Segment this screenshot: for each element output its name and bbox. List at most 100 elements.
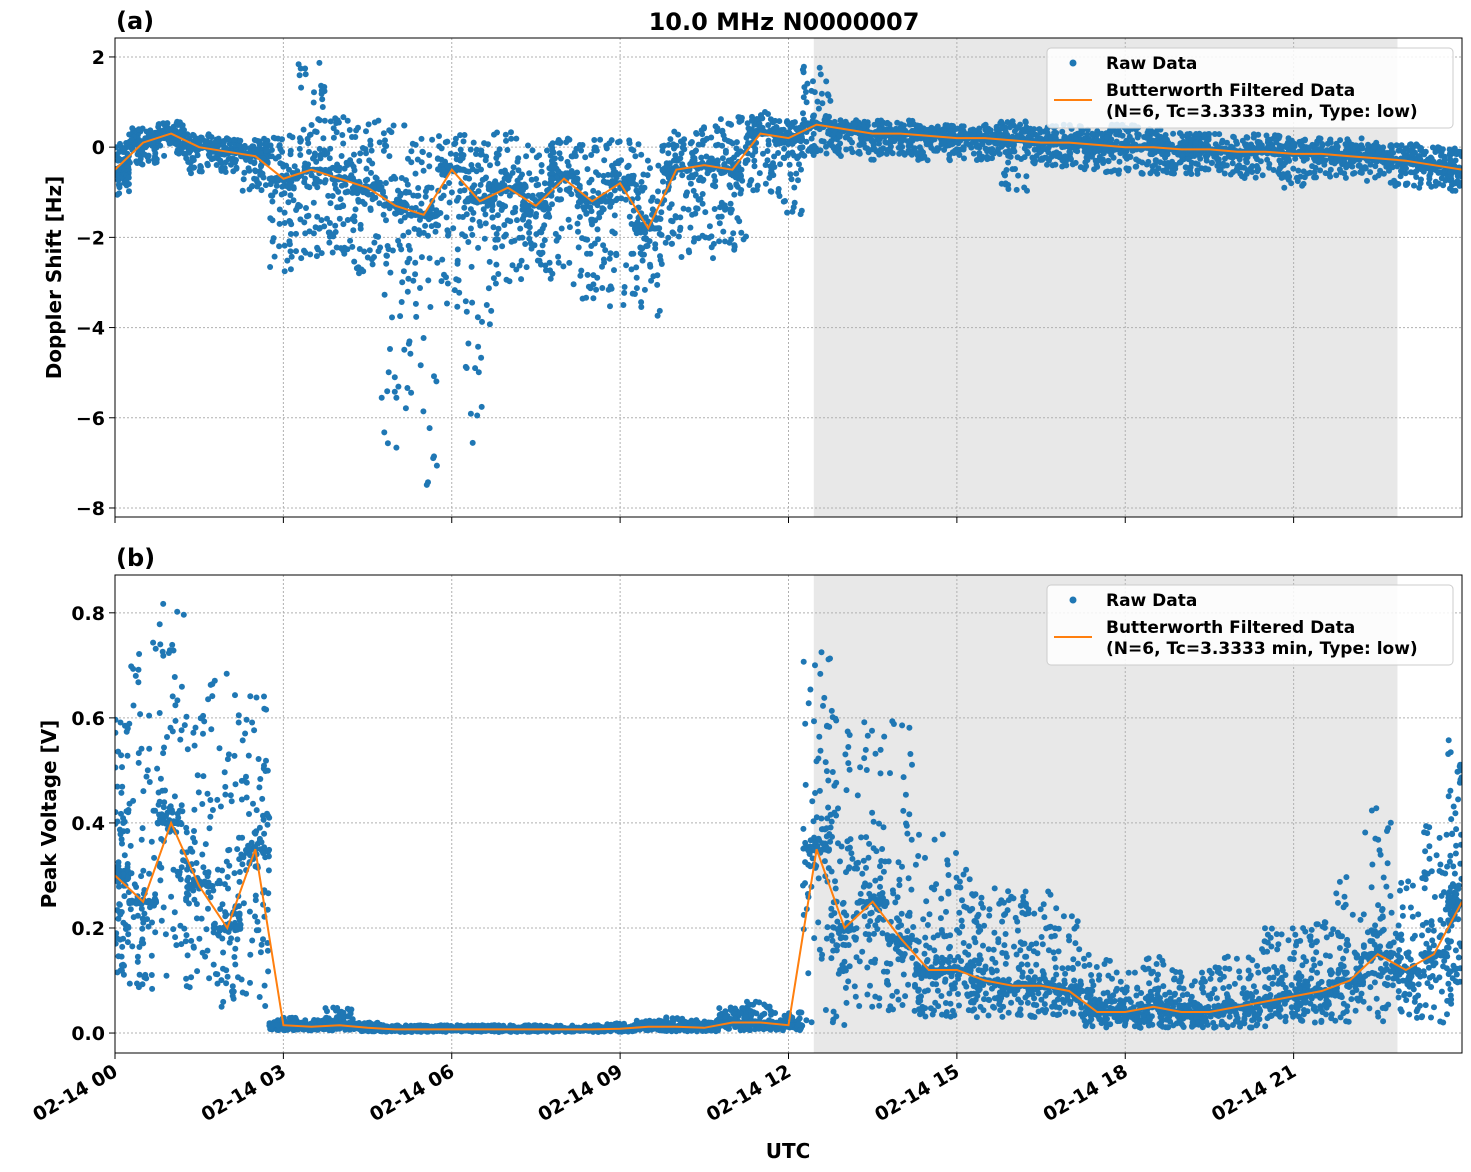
raw-data-point xyxy=(775,189,782,196)
raw-data-point xyxy=(804,80,811,87)
raw-data-point xyxy=(800,110,806,117)
raw-data-point xyxy=(588,152,595,158)
raw-data-point xyxy=(594,226,601,233)
raw-data-point xyxy=(744,157,751,164)
raw-data-point xyxy=(633,274,640,281)
raw-data-point xyxy=(1111,167,1118,174)
raw-data-point xyxy=(469,231,476,238)
raw-data-point xyxy=(751,157,758,164)
raw-data-point xyxy=(1013,186,1020,193)
raw-data-point xyxy=(461,132,468,138)
raw-data-point xyxy=(665,234,672,241)
raw-data-point xyxy=(558,225,565,232)
raw-data-point xyxy=(333,120,340,127)
raw-data-point xyxy=(326,239,333,246)
raw-data-point xyxy=(589,221,595,228)
raw-data-point xyxy=(615,139,621,146)
raw-data-point xyxy=(422,193,429,200)
raw-data-point xyxy=(815,105,822,112)
raw-data-point xyxy=(406,246,413,253)
raw-data-point xyxy=(453,156,460,163)
raw-data-point xyxy=(1317,167,1324,174)
raw-data-point xyxy=(287,181,294,188)
raw-data-point xyxy=(435,222,442,229)
raw-data-point xyxy=(616,171,622,178)
raw-data-point xyxy=(793,170,800,177)
raw-data-point xyxy=(432,228,439,235)
raw-data-point xyxy=(768,169,775,176)
raw-data-point xyxy=(632,226,639,233)
raw-data-point xyxy=(713,142,719,149)
raw-data-point xyxy=(444,300,450,307)
raw-data-point xyxy=(376,139,383,146)
raw-data-point xyxy=(239,187,246,194)
raw-data-point xyxy=(406,189,412,196)
raw-data-point xyxy=(1122,153,1129,160)
raw-data-point xyxy=(525,142,531,149)
raw-data-point xyxy=(505,176,512,183)
raw-data-point xyxy=(950,123,956,129)
raw-data-point xyxy=(550,163,556,170)
raw-data-point xyxy=(1014,154,1021,161)
raw-data-point xyxy=(329,193,336,199)
raw-data-point xyxy=(301,175,308,182)
raw-data-point xyxy=(1086,146,1093,153)
raw-data-point xyxy=(603,145,610,152)
raw-data-point xyxy=(1037,135,1044,142)
raw-data-point xyxy=(537,196,544,203)
raw-data-point xyxy=(784,118,791,125)
raw-data-point xyxy=(549,176,556,182)
raw-data-point xyxy=(526,170,533,177)
raw-data-point xyxy=(496,201,503,208)
raw-data-point xyxy=(638,299,645,306)
raw-data-point xyxy=(1349,156,1355,162)
raw-data-point xyxy=(254,146,261,153)
raw-data-point xyxy=(762,162,769,168)
raw-data-point xyxy=(810,130,817,137)
raw-data-point xyxy=(300,126,307,133)
raw-data-point xyxy=(508,135,515,142)
raw-data-point xyxy=(654,281,661,288)
raw-data-point xyxy=(719,142,726,149)
raw-data-point xyxy=(310,199,317,206)
raw-data-point xyxy=(738,229,745,236)
raw-data-point xyxy=(575,191,582,198)
raw-data-point xyxy=(1278,143,1285,150)
raw-data-point xyxy=(751,163,758,170)
raw-data-point xyxy=(1105,158,1112,165)
raw-data-point xyxy=(469,184,476,191)
raw-data-point xyxy=(538,162,545,168)
raw-data-point xyxy=(339,132,346,138)
raw-data-point xyxy=(362,177,369,184)
raw-data-point xyxy=(665,150,672,157)
raw-data-point xyxy=(600,242,607,249)
raw-data-point xyxy=(405,275,412,282)
raw-data-point xyxy=(571,178,577,185)
raw-data-point xyxy=(747,178,754,185)
raw-data-point xyxy=(606,193,613,200)
raw-data-point xyxy=(330,125,337,132)
raw-data-point xyxy=(415,192,422,199)
raw-data-point xyxy=(1002,149,1009,156)
raw-data-point xyxy=(1024,187,1030,194)
raw-data-point xyxy=(326,220,333,226)
raw-data-point xyxy=(128,136,135,143)
raw-data-point xyxy=(884,119,891,126)
raw-data-point xyxy=(677,155,684,162)
raw-data-point xyxy=(315,246,321,253)
raw-data-point xyxy=(281,209,288,216)
raw-data-point xyxy=(823,150,830,157)
raw-data-point xyxy=(369,196,376,203)
raw-data-point xyxy=(412,271,419,278)
raw-data-point xyxy=(599,263,605,270)
raw-data-point xyxy=(1005,159,1012,166)
raw-data-point xyxy=(186,166,193,173)
raw-data-point xyxy=(1297,142,1304,149)
raw-data-point xyxy=(611,187,618,194)
raw-data-point xyxy=(485,141,491,148)
raw-data-point xyxy=(523,153,530,160)
raw-data-point xyxy=(620,302,627,308)
raw-data-point xyxy=(562,170,569,177)
raw-data-point xyxy=(408,159,415,166)
